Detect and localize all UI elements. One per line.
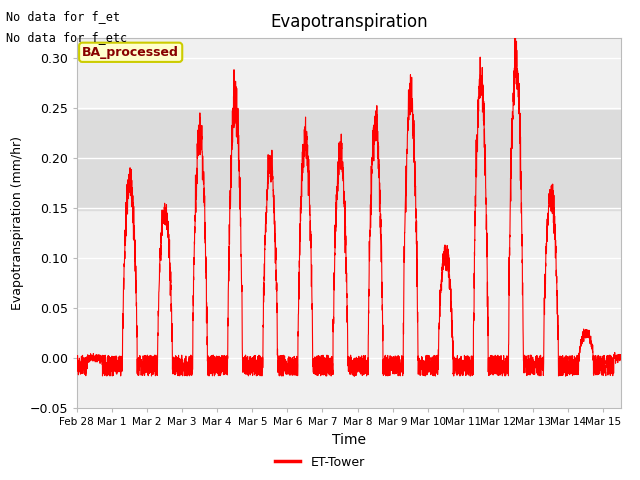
Text: No data for f_etc: No data for f_etc (6, 31, 127, 44)
X-axis label: Time: Time (332, 432, 366, 446)
Bar (77, 110, 621, 210)
Legend: ET-Tower: ET-Tower (270, 451, 370, 474)
Title: Evapotranspiration: Evapotranspiration (270, 13, 428, 31)
Y-axis label: Evapotranspiration (mm/hr): Evapotranspiration (mm/hr) (11, 136, 24, 310)
Text: No data for f_et: No data for f_et (6, 10, 120, 23)
Text: BA_processed: BA_processed (82, 46, 179, 59)
